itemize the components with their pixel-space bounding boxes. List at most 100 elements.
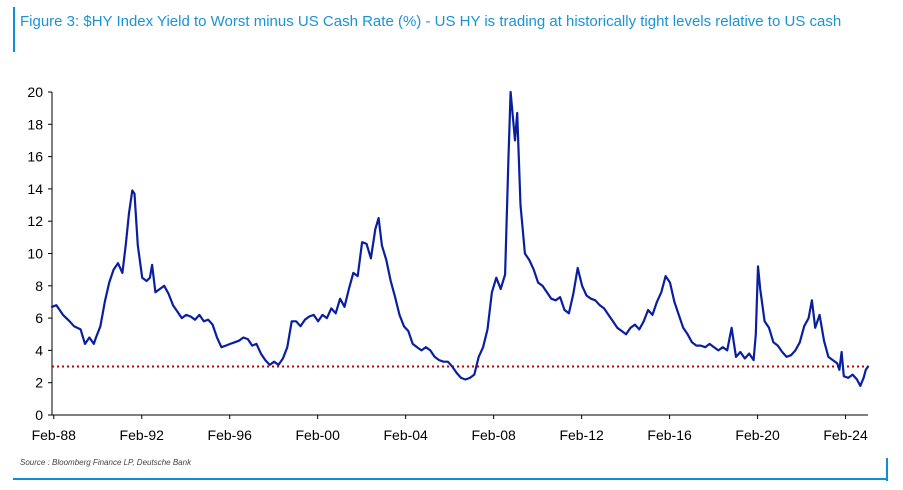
- data-point: [451, 366, 453, 368]
- data-point: [190, 315, 192, 318]
- data-point: [638, 328, 640, 330]
- data-point: [469, 377, 471, 379]
- data-point: [504, 273, 506, 276]
- data-point: [394, 296, 396, 298]
- data-point: [739, 351, 742, 353]
- data-point: [370, 257, 372, 259]
- x-tick-label: Feb-16: [647, 427, 692, 443]
- data-point: [665, 275, 667, 277]
- data-point: [647, 309, 649, 311]
- data-point: [537, 282, 539, 284]
- data-point: [832, 359, 834, 361]
- data-point: [516, 112, 518, 114]
- data-point: [794, 349, 797, 351]
- data-point: [398, 314, 401, 316]
- frame-left-rule: [13, 7, 15, 52]
- data-point: [847, 377, 849, 379]
- x-tick-label: Feb-96: [208, 427, 253, 443]
- data-point: [717, 349, 720, 351]
- data-point: [203, 320, 205, 322]
- data-point: [811, 299, 813, 301]
- data-point: [460, 377, 462, 379]
- data-point: [808, 317, 810, 319]
- data-point: [625, 333, 627, 335]
- data-point: [420, 349, 423, 351]
- data-point: [863, 377, 865, 379]
- data-point: [137, 244, 139, 246]
- data-point: [843, 375, 845, 377]
- data-point: [251, 345, 253, 347]
- data-point: [304, 319, 306, 321]
- data-point: [781, 351, 783, 353]
- data-point: [352, 272, 354, 274]
- data-point: [141, 277, 143, 279]
- data-point: [234, 341, 236, 343]
- data-point: [510, 91, 512, 93]
- x-tick-label: Feb-04: [383, 427, 428, 443]
- data-point: [317, 320, 319, 322]
- data-point: [442, 361, 445, 363]
- data-point: [660, 291, 662, 293]
- data-point: [643, 320, 645, 322]
- data-point: [99, 325, 101, 327]
- data-point: [590, 298, 592, 300]
- data-point: [198, 314, 200, 316]
- y-tick-label: 4: [35, 342, 43, 358]
- y-tick-label: 6: [35, 310, 43, 326]
- y-tick-label: 12: [27, 213, 43, 229]
- data-point: [473, 374, 475, 376]
- data-point: [621, 330, 623, 332]
- frame-right-rule: [886, 458, 888, 481]
- data-point: [865, 369, 867, 371]
- data-point: [456, 372, 458, 374]
- data-point: [282, 357, 284, 360]
- data-point: [425, 346, 427, 348]
- data-point: [299, 325, 302, 327]
- data-point: [407, 330, 409, 332]
- data-point: [291, 320, 293, 322]
- data-point: [838, 369, 841, 371]
- x-tick-label: Feb-08: [471, 427, 516, 443]
- data-point: [269, 364, 271, 366]
- data-point: [181, 317, 183, 319]
- x-tick-label: Feb-24: [823, 427, 868, 443]
- data-point: [512, 115, 514, 117]
- data-point: [225, 345, 227, 347]
- data-point: [814, 327, 816, 329]
- data-point: [321, 314, 324, 316]
- data-point: [495, 277, 497, 279]
- data-point: [827, 356, 830, 358]
- data-point: [194, 319, 196, 321]
- data-point: [673, 301, 676, 303]
- data-point: [69, 320, 71, 322]
- data-point: [330, 307, 332, 309]
- data-point: [478, 356, 480, 358]
- data-point: [55, 304, 58, 306]
- data-point: [88, 336, 90, 339]
- data-point: [607, 314, 610, 316]
- data-point: [242, 336, 244, 339]
- y-tick-label: 18: [27, 116, 43, 132]
- data-point: [185, 314, 187, 316]
- y-tick-label: 14: [27, 181, 43, 197]
- data-point: [731, 327, 733, 329]
- data-point: [577, 267, 579, 269]
- data-point: [128, 212, 130, 214]
- source-note: Source : Bloomberg Finance LP, Deutsche …: [20, 458, 192, 467]
- y-tick-label: 20: [27, 84, 43, 100]
- data-point: [146, 280, 148, 282]
- data-point: [121, 272, 123, 274]
- data-point: [464, 378, 467, 381]
- data-point: [572, 293, 574, 295]
- data-point: [343, 306, 346, 308]
- data-point: [151, 264, 153, 266]
- data-point: [777, 345, 779, 347]
- data-point: [709, 343, 711, 345]
- frame-bottom-rule: [13, 478, 888, 480]
- data-point: [326, 317, 328, 319]
- y-tick-label: 10: [27, 246, 43, 262]
- data-point: [264, 359, 266, 361]
- data-point: [308, 315, 310, 318]
- data-point: [220, 346, 222, 348]
